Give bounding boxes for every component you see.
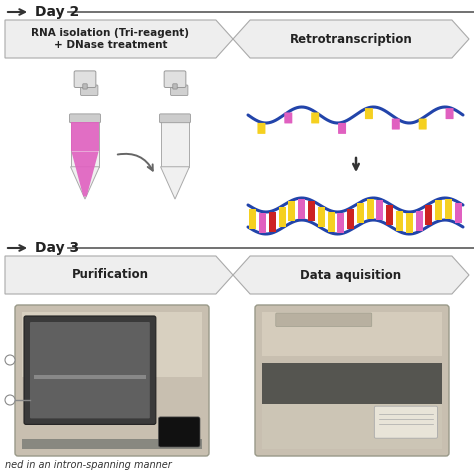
Polygon shape: [72, 152, 99, 197]
Bar: [435, 200, 442, 220]
Bar: [262, 404, 442, 449]
Bar: [445, 199, 452, 219]
Bar: [416, 210, 422, 230]
FancyBboxPatch shape: [446, 108, 454, 119]
Bar: [376, 200, 383, 220]
Bar: [259, 213, 266, 233]
Bar: [249, 209, 256, 229]
FancyBboxPatch shape: [311, 112, 319, 123]
FancyBboxPatch shape: [284, 112, 292, 123]
Bar: [367, 199, 374, 219]
Text: ned in an intron-spanning manner: ned in an intron-spanning manner: [5, 460, 172, 470]
Polygon shape: [161, 167, 190, 199]
FancyBboxPatch shape: [338, 123, 346, 134]
Polygon shape: [5, 256, 233, 294]
Bar: [425, 205, 432, 225]
FancyBboxPatch shape: [24, 316, 156, 424]
Polygon shape: [233, 256, 469, 294]
Bar: [34, 375, 146, 379]
FancyBboxPatch shape: [164, 71, 186, 88]
FancyBboxPatch shape: [160, 114, 191, 123]
Bar: [347, 209, 354, 229]
FancyBboxPatch shape: [15, 305, 209, 456]
Text: Day 3: Day 3: [35, 241, 79, 255]
Text: RNA isolation (Tri-reagent)
+ DNase treatment: RNA isolation (Tri-reagent) + DNase trea…: [31, 28, 190, 50]
Bar: [22, 439, 202, 449]
Bar: [308, 201, 315, 221]
Text: Retrotranscription: Retrotranscription: [290, 33, 412, 46]
Text: Day 2: Day 2: [35, 5, 79, 19]
FancyBboxPatch shape: [255, 305, 449, 456]
Circle shape: [5, 355, 15, 365]
FancyBboxPatch shape: [276, 313, 372, 327]
FancyBboxPatch shape: [173, 84, 177, 89]
FancyBboxPatch shape: [171, 85, 188, 95]
Bar: [71, 120, 100, 167]
FancyBboxPatch shape: [158, 417, 200, 447]
Bar: [328, 212, 335, 232]
Text: Purification: Purification: [72, 268, 149, 282]
Bar: [337, 213, 344, 233]
FancyBboxPatch shape: [83, 84, 87, 89]
FancyBboxPatch shape: [257, 123, 265, 134]
Bar: [357, 203, 364, 223]
FancyBboxPatch shape: [392, 118, 400, 129]
Circle shape: [5, 395, 15, 405]
Bar: [318, 207, 325, 227]
Bar: [22, 312, 202, 377]
Polygon shape: [72, 122, 99, 152]
Bar: [386, 205, 393, 225]
Bar: [289, 201, 295, 221]
FancyBboxPatch shape: [365, 108, 373, 119]
Polygon shape: [71, 167, 100, 199]
Bar: [262, 363, 442, 404]
Bar: [262, 312, 442, 356]
Bar: [298, 199, 305, 219]
Text: Data aquisition: Data aquisition: [301, 268, 401, 282]
FancyBboxPatch shape: [419, 118, 427, 129]
Bar: [269, 212, 276, 232]
Bar: [396, 210, 403, 230]
Bar: [279, 207, 286, 227]
Polygon shape: [233, 20, 469, 58]
FancyBboxPatch shape: [30, 322, 150, 419]
Bar: [455, 203, 462, 223]
FancyBboxPatch shape: [81, 85, 98, 95]
Bar: [161, 120, 190, 167]
FancyBboxPatch shape: [374, 406, 438, 438]
Polygon shape: [5, 20, 233, 58]
FancyBboxPatch shape: [70, 114, 100, 123]
Bar: [406, 213, 413, 233]
FancyBboxPatch shape: [74, 71, 96, 88]
